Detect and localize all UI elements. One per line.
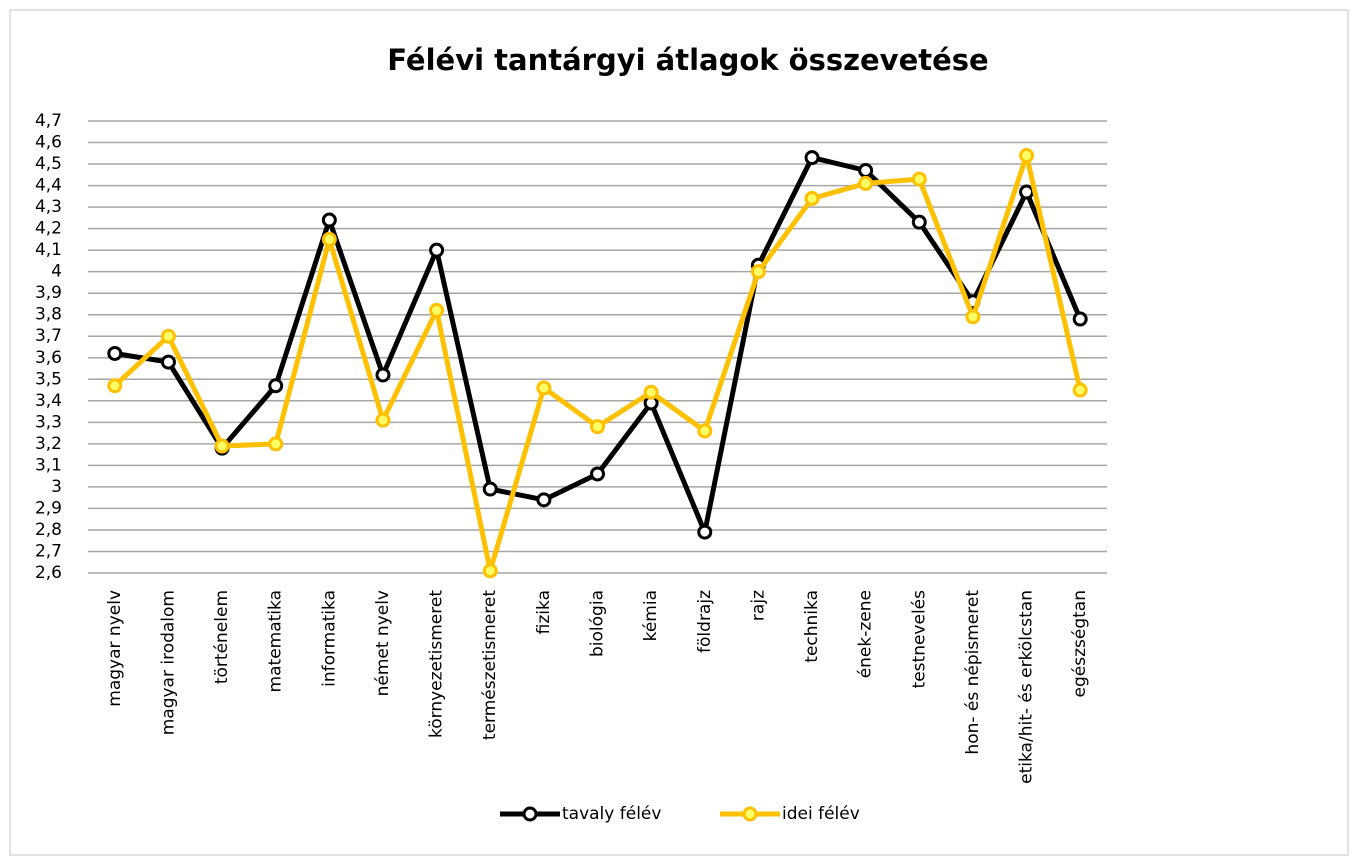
x-tick-label: természetismeret [480, 590, 500, 740]
point-marker [214, 438, 230, 454]
chart-title: Félévi tantárgyi átlagok összevetése [387, 43, 988, 77]
legend-label: idei félév [782, 804, 860, 824]
y-tick-label: 4,2 [35, 219, 62, 239]
x-tick-label: rajz [748, 590, 768, 621]
point-marker [858, 175, 874, 191]
point-marker [536, 380, 552, 396]
x-tick-label: kémia [641, 590, 661, 641]
x-tick-label: környezetismeret [427, 590, 447, 738]
point-marker [160, 354, 176, 370]
point-marker [697, 524, 713, 540]
x-tick-label: magyar nyelv [105, 590, 125, 707]
point-marker [429, 242, 445, 258]
x-tick-label: biológia [588, 590, 608, 657]
legend-marker [742, 806, 758, 822]
y-tick-label: 2,9 [35, 498, 62, 518]
y-tick-label: 3,3 [35, 412, 62, 432]
point-marker [482, 563, 498, 579]
point-marker [590, 466, 605, 482]
x-tick-label: etika/hit- és erkölcstan [1017, 590, 1037, 784]
point-marker [429, 302, 445, 318]
y-tick-label: 4,1 [35, 240, 62, 260]
point-marker [643, 384, 659, 400]
y-tick-label: 3,8 [35, 305, 62, 325]
point-marker [536, 492, 552, 508]
point-marker [750, 264, 766, 280]
point-marker [1072, 382, 1088, 398]
point-marker [1019, 147, 1035, 163]
y-tick-label: 3,7 [35, 326, 62, 346]
y-tick-label: 3,9 [35, 283, 62, 303]
x-tick-label: német nyelv [373, 590, 393, 696]
y-tick-label: 4,4 [35, 176, 62, 196]
point-marker [160, 328, 176, 344]
point-marker [1072, 311, 1088, 327]
point-marker [482, 481, 498, 497]
y-tick-label: 4,5 [35, 154, 62, 174]
y-tick-label: 2,6 [35, 563, 62, 583]
point-marker [375, 367, 391, 383]
point-marker [268, 378, 284, 394]
y-tick-label: 3,2 [35, 434, 62, 454]
legend-marker [522, 806, 538, 822]
x-tick-label: hon- és népismeret [963, 590, 983, 755]
point-marker [911, 171, 927, 187]
x-tick-label: testnevelés [909, 590, 929, 689]
point-marker [590, 419, 605, 435]
y-tick-label: 4,3 [35, 197, 62, 217]
point-marker [321, 212, 337, 228]
y-tick-label: 4 [51, 262, 62, 282]
point-marker [1019, 184, 1035, 200]
y-tick-label: 3,6 [35, 348, 62, 368]
x-tick-label: matematika [266, 590, 286, 692]
point-marker [965, 309, 981, 325]
point-marker [911, 214, 927, 230]
y-tick-label: 3,5 [35, 369, 62, 389]
x-tick-label: földrajz [695, 590, 715, 653]
y-tick-label: 2,8 [35, 520, 62, 540]
point-marker [804, 190, 820, 206]
point-marker [268, 436, 284, 452]
x-tick-label: magyar irodalom [158, 590, 178, 735]
point-marker [858, 163, 874, 179]
x-tick-label: fizika [534, 590, 554, 634]
point-marker [321, 231, 337, 247]
x-tick-label: technika [802, 590, 822, 663]
y-tick-label: 3,4 [35, 391, 62, 411]
x-tick-label: ének-zene [856, 590, 876, 678]
y-tick-label: 3,1 [35, 455, 62, 475]
point-marker [107, 378, 123, 394]
y-tick-label: 2,7 [35, 541, 62, 561]
y-tick-label: 4,6 [35, 133, 62, 153]
point-marker [375, 412, 391, 428]
point-marker [697, 423, 713, 439]
legend-label: tavaly félév [562, 804, 661, 824]
x-tick-label: informatika [319, 590, 339, 687]
point-marker [107, 345, 123, 361]
point-marker [804, 150, 820, 166]
y-tick-label: 3 [51, 477, 62, 497]
y-tick-label: 4,7 [35, 111, 62, 131]
x-tick-label: történelem [212, 590, 232, 684]
x-tick-label: egészségtan [1070, 590, 1090, 697]
